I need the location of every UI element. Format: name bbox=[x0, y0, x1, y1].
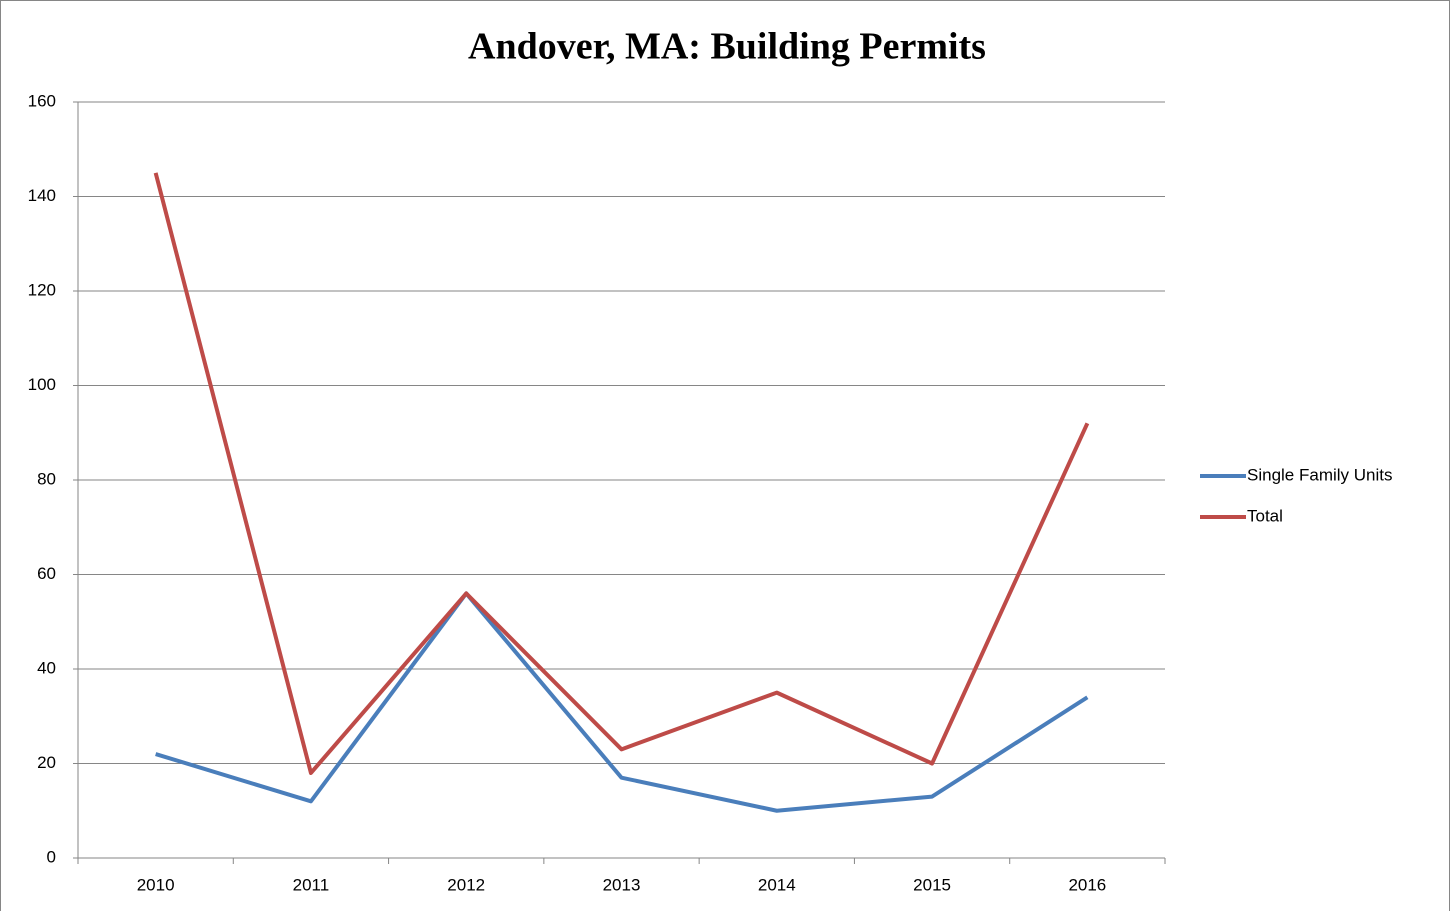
series-line bbox=[155, 591, 1089, 813]
x-tick-label: 2011 bbox=[293, 875, 330, 894]
y-tick-label: 160 bbox=[28, 91, 56, 110]
x-tick-label: 2016 bbox=[1068, 875, 1106, 894]
x-tick-label: 2014 bbox=[758, 875, 796, 894]
y-tick-label: 100 bbox=[28, 375, 56, 394]
chart-title: Andover, MA: Building Permits bbox=[468, 26, 986, 68]
x-tick-label: 2013 bbox=[603, 875, 641, 894]
y-tick-label: 40 bbox=[37, 658, 56, 677]
x-tick-label: 2015 bbox=[913, 875, 951, 894]
y-tick-label: 60 bbox=[37, 564, 56, 583]
y-tick-label: 120 bbox=[28, 280, 56, 299]
x-tick-label: 2012 bbox=[447, 875, 485, 894]
series-line bbox=[153, 172, 1090, 775]
legend-label: Total bbox=[1247, 506, 1283, 525]
y-tick-label: 20 bbox=[37, 753, 56, 772]
y-tick-label: 140 bbox=[28, 186, 56, 205]
y-tick-label: 0 bbox=[47, 847, 56, 866]
x-tick-label: 2010 bbox=[137, 875, 175, 894]
y-tick-label: 80 bbox=[37, 469, 56, 488]
legend-label: Single Family Units bbox=[1247, 465, 1393, 484]
